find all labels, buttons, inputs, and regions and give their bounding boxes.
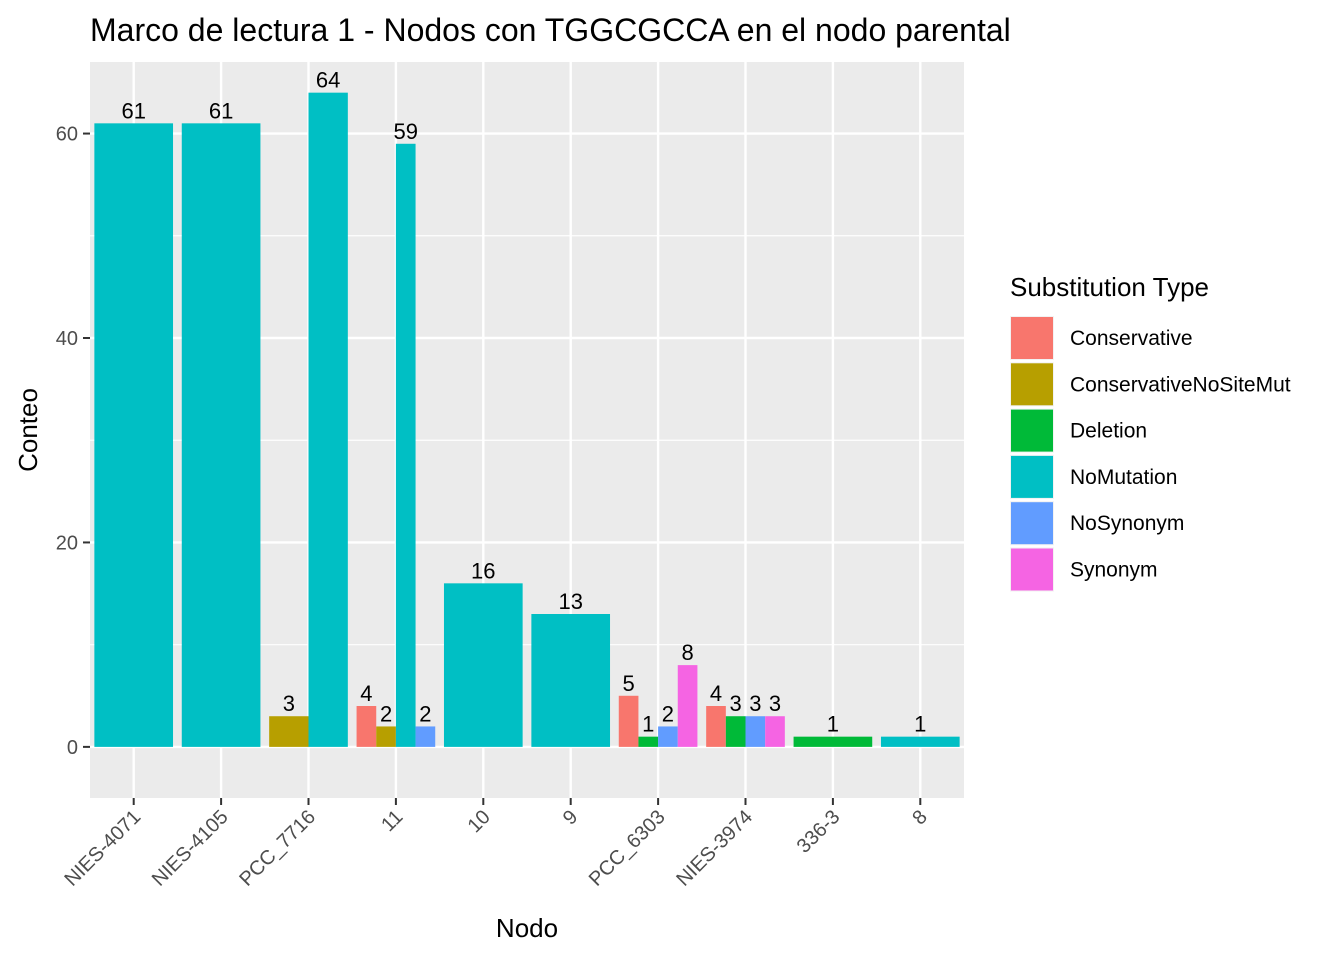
legend-swatch-NoMutation	[1011, 455, 1053, 498]
bar-value-label: 13	[558, 589, 582, 614]
bar-PCC_7716-NoMutation	[308, 92, 348, 747]
bar-value-label: 1	[914, 712, 926, 737]
bar-value-label: 61	[209, 98, 233, 123]
y-tick-label: 60	[56, 124, 78, 146]
bar-11-NoSynonym	[415, 726, 436, 747]
y-axis-title: Conteo	[13, 388, 43, 472]
bar-PCC_6303-Conservative	[618, 695, 639, 747]
bar-value-label: 1	[827, 712, 839, 737]
legend-label: NoMutation	[1070, 466, 1177, 489]
bar-value-label: 2	[380, 701, 392, 726]
legend-label: ConservativeNoSiteMut	[1070, 373, 1291, 396]
bar-value-label: 4	[360, 681, 372, 706]
legend-label: Synonym	[1070, 559, 1158, 582]
x-tick-label: PCC_7716	[235, 806, 320, 891]
bar-PCC_6303-NoSynonym	[658, 726, 678, 747]
bar-NIES-3974-Deletion	[725, 716, 746, 747]
x-tick-label: 9	[559, 806, 582, 829]
bar-336-3-Deletion	[793, 736, 873, 747]
bar-8-NoMutation	[880, 736, 960, 747]
y-axis: 0 20 40 60	[56, 124, 90, 759]
bar-PCC_6303-Deletion	[638, 736, 659, 747]
bar-NIES-3974-NoSynonym	[745, 716, 766, 747]
bar-11-ConservativeNoSiteMut	[376, 726, 396, 747]
legend-swatch-Conservative	[1011, 317, 1053, 359]
x-tick-label: 10	[464, 806, 495, 837]
x-axis-title: Nodo	[496, 913, 558, 943]
bar-9-NoMutation	[531, 614, 611, 747]
legend-swatch-ConservativeNoSiteMut	[1011, 363, 1053, 406]
legend-swatch-Deletion	[1011, 409, 1053, 452]
y-tick-label: 0	[67, 737, 78, 759]
bar-value-label: 59	[393, 119, 417, 144]
legend-label: Deletion	[1070, 420, 1147, 443]
bar-value-label: 3	[769, 691, 781, 716]
bar-PCC_7716-ConservativeNoSiteMut	[269, 716, 309, 747]
chart-title: Marco de lectura 1 - Nodos con TGGCGCCA …	[90, 12, 1011, 48]
x-tick-label: 336-3	[793, 806, 845, 858]
legend-swatch-Synonym	[1011, 548, 1053, 591]
legend-title: Substitution Type	[1010, 272, 1209, 302]
bar-value-label: 8	[681, 640, 693, 665]
legend: Substitution Type Conservative Conservati…	[1010, 272, 1291, 592]
bar-11-NoMutation	[395, 143, 416, 747]
bar-value-label: 2	[419, 701, 431, 726]
bar-value-label: 3	[749, 691, 761, 716]
x-tick-label: NIES-4071	[60, 806, 145, 891]
bar-value-label: 2	[662, 701, 674, 726]
x-tick-label: 8	[908, 806, 931, 829]
x-tick-label: PCC_6303	[585, 806, 670, 891]
legend-label: NoSynonym	[1070, 512, 1184, 535]
x-tick-label: 11	[377, 806, 407, 836]
x-tick-label: NIES-4105	[148, 806, 233, 891]
bar-NIES-4105-NoMutation	[181, 123, 261, 747]
legend-swatch-NoSynonym	[1011, 502, 1053, 545]
bar-NIES-3974-Synonym	[765, 716, 785, 747]
bars	[94, 92, 960, 747]
bar-value-label: 64	[316, 68, 340, 93]
x-axis: NIES-4071 NIES-4105 PCC_7716 11 10 9 PCC_6303 N…	[60, 798, 932, 891]
bar-value-label: 1	[642, 712, 654, 737]
bar-value-label: 4	[710, 681, 722, 706]
bar-11-Conservative	[356, 706, 377, 747]
bar-NIES-3974-Conservative	[706, 706, 726, 747]
bar-value-label: 16	[471, 558, 495, 583]
bar-NIES-4071-NoMutation	[94, 123, 174, 747]
x-tick-label: NIES-3974	[672, 806, 757, 891]
bar-10-NoMutation	[443, 583, 523, 747]
y-tick-label: 40	[56, 328, 78, 350]
bar-value-label: 3	[283, 691, 295, 716]
bar-value-label: 61	[121, 98, 145, 123]
bar-PCC_6303-Synonym	[677, 665, 698, 747]
bar-value-label: 3	[730, 691, 742, 716]
bar-value-label: 5	[622, 671, 634, 696]
y-tick-label: 20	[56, 532, 78, 554]
legend-label: Conservative	[1070, 327, 1193, 350]
